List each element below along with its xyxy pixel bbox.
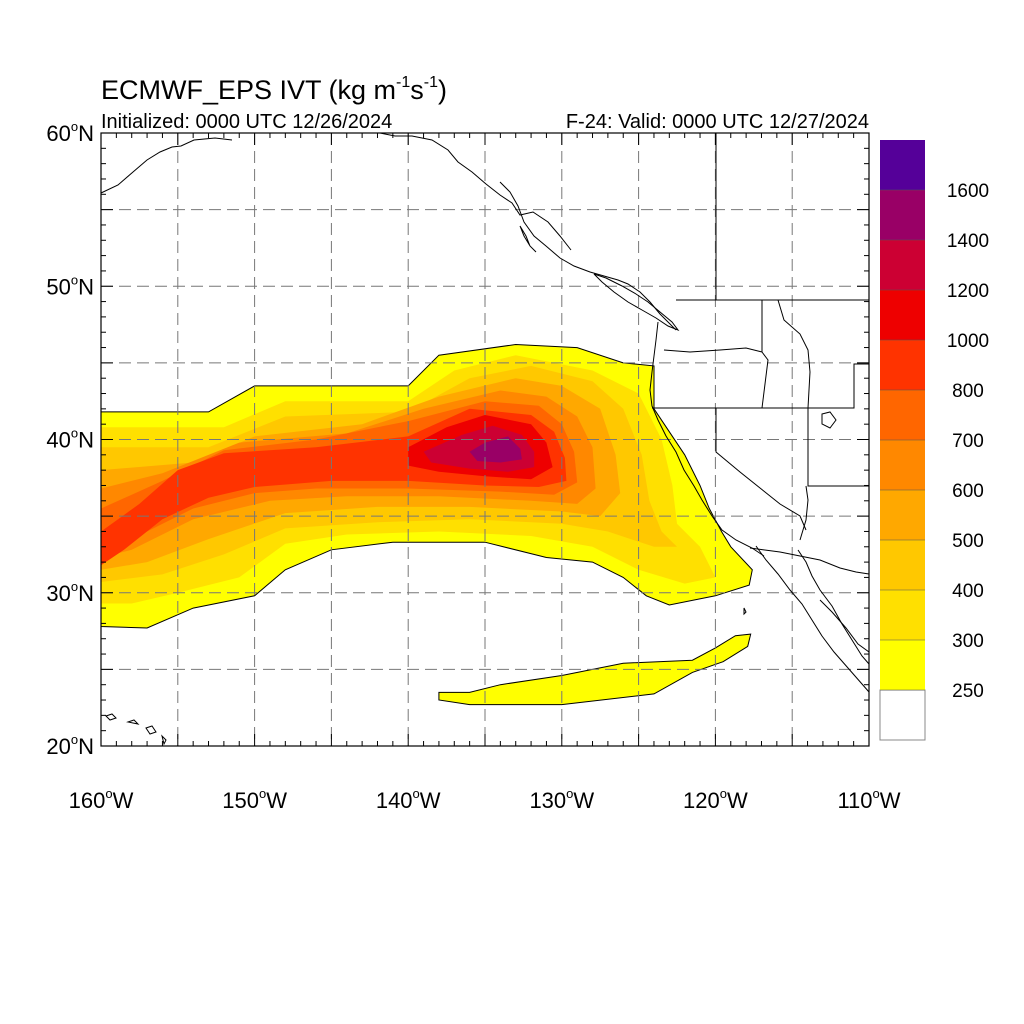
colorbar-label-300: 300 [952,631,984,652]
colorbar: 250 300 400 500 600 700 800 1000 1200 1400 1600 [879,140,989,741]
baja-california [755,545,870,693]
colorbar-label-400: 400 [952,581,984,602]
latitude-labels: 60oN 50oN 40oN 30oN 20oN [46,119,94,759]
colorbar-label-600: 600 [952,481,984,502]
lat-label-30: 30oN [46,579,94,606]
gulf-of-california [797,549,870,665]
colorbar-swatch-7 [880,340,925,390]
lon-label-130: 130oW [529,786,594,813]
mexico-coast [819,599,870,653]
colorbar-swatch-11 [880,140,925,190]
oregon-idaho-border [761,300,769,409]
lat-label-50: 50oN [46,272,94,299]
idaho-montana-border [777,299,811,409]
longitude-labels: 160oW 150oW 140oW 130oW 120oW 110oW [69,786,901,813]
us-mexico-border [749,547,870,575]
colorbar-swatch-3 [880,540,925,590]
initialized-label: Initialized: 0000 UTC 12/26/2024 [101,111,392,133]
colorbar-swatch-5 [880,440,925,490]
lon-label-140: 140oW [376,786,441,813]
axis-ticks [100,132,870,747]
colorbar-swatch-6 [880,390,925,440]
lat-lon-grid [101,133,869,746]
valid-time-label: F-24: Valid: 0000 UTC 12/27/2024 [566,111,869,133]
colorbar-label-700: 700 [952,431,984,452]
haida-gwaii [519,225,537,253]
gulf-of-alaska-coast [379,132,572,251]
map-plot-area [100,132,870,747]
colorbar-label-1000: 1000 [947,331,989,352]
colorbar-label-800: 800 [952,381,984,402]
colorbar-swatch-4 [880,490,925,540]
colorbar-label-1400: 1400 [947,231,989,252]
colorbar-label-1600: 1600 [947,181,989,202]
colorbar-swatch-1 [880,640,925,690]
colorbar-swatch-2 [880,590,925,640]
lat-label-40: 40oN [46,426,94,453]
west-coast-usa [649,321,765,557]
lat-label-20: 20oN [46,732,94,759]
lon-label-160: 160oW [69,786,134,813]
nevada-utah-border [807,408,869,487]
ivt-shading-layer [100,343,753,706]
ivt-region-1400-10 [469,436,522,463]
colorbar-label-1200: 1200 [947,281,989,302]
lon-label-150: 150oW [222,786,287,813]
great-salt-lake [821,411,837,429]
hawaii-islands [105,713,167,746]
coastlines-and-borders [100,132,870,746]
map-title: ECMWF_EPS IVT (kg m-1s-1) [101,74,447,105]
washington-oregon-border [663,347,763,353]
guadalupe-island [743,607,747,616]
lon-label-110: 110oW [837,786,900,813]
colorbar-swatch-9 [880,240,925,290]
utah-wyoming-border [808,363,869,409]
colorbar-swatch-10 [880,190,925,240]
nevada-california-border [715,408,807,531]
lat-label-60: 60oN [46,119,94,146]
colorbar-label-500: 500 [952,531,984,552]
colorbar-swatch-8 [880,290,925,340]
lon-label-120: 120oW [683,786,748,813]
alaska-coast [100,137,233,194]
vancouver-island [593,273,680,332]
colorbar-swatch-0 [879,689,926,741]
arizona-border [799,485,809,541]
colorbar-label-250: 250 [952,681,984,702]
